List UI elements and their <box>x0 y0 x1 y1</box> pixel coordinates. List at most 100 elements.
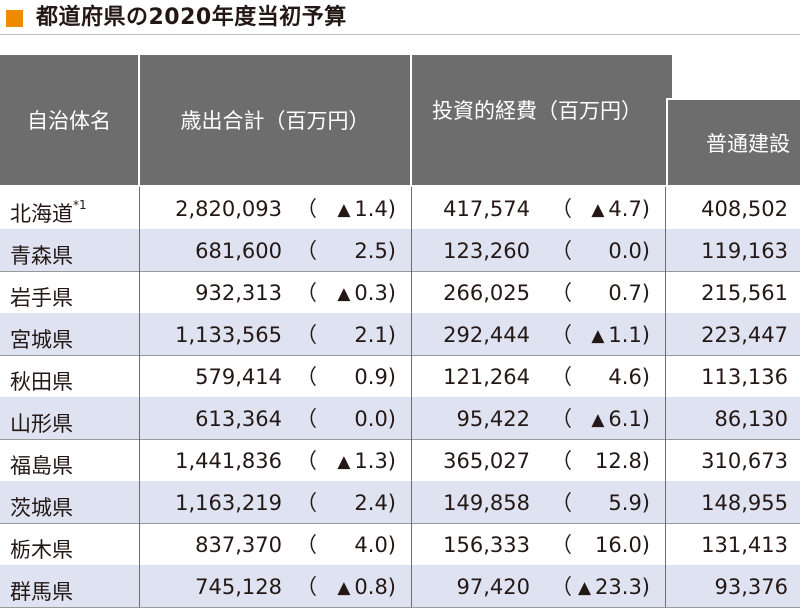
row-divider <box>0 607 800 608</box>
decrease-triangle-icon: ▲ <box>591 200 605 220</box>
paren-open: （ <box>296 323 317 347</box>
column-divider <box>411 229 412 271</box>
column-divider <box>411 313 412 355</box>
paren-open: （ <box>551 491 572 515</box>
column-divider <box>139 355 140 397</box>
header-expenditure-label: 歳出合計（百万円） <box>180 109 370 133</box>
paren-open: （ <box>296 491 317 515</box>
investment-value: 149,858 <box>443 491 530 515</box>
table-row: 福島県 1,441,836 （ ▲ 1.3) 365,027 （ 12.8) 310,673 <box>0 439 800 482</box>
investment-value: 123,260 <box>443 239 530 263</box>
expenditure-change: 4.0) <box>350 523 396 565</box>
investment-value: 121,264 <box>443 365 530 389</box>
expenditure-change-value: 0.0) <box>354 407 396 431</box>
investment-change: ▲ 6.1) <box>591 397 650 439</box>
prefecture-name-text: 群馬県 <box>10 580 73 604</box>
prefecture-name-text: 栃木県 <box>10 538 73 562</box>
expenditure-change: 0.0) <box>350 397 396 439</box>
construction-value: 93,376 <box>714 575 788 599</box>
expenditure-value: 613,364 <box>195 407 282 431</box>
expenditure-value: 1,163,219 <box>175 491 282 515</box>
construction-value: 310,673 <box>701 449 788 473</box>
prefecture-name-text: 福島県 <box>10 454 73 478</box>
row-divider <box>0 355 800 356</box>
construction-value: 223,447 <box>701 323 788 347</box>
expenditure-change-value: 0.8) <box>354 575 396 599</box>
expenditure-change: 2.4) <box>350 481 396 523</box>
paren-open: （ <box>296 407 317 431</box>
header-construction-label: 普通建設 <box>706 131 790 156</box>
title-bar: 都道府県の2020年度当初予算 <box>0 0 800 38</box>
expenditure-value: 579,414 <box>195 365 282 389</box>
decrease-triangle-icon: ▲ <box>591 410 605 430</box>
investment-value: 417,574 <box>443 197 530 221</box>
header-investment: 投資的経費（百万円） <box>412 55 672 185</box>
expenditure-change: 2.1) <box>350 313 396 355</box>
expenditure-change: 2.5) <box>350 229 396 271</box>
paren-open: （ <box>551 197 572 221</box>
prefecture-name: 岩手県 <box>10 271 73 313</box>
investment-change: ▲ 23.3) <box>578 565 650 607</box>
paren-open: （ <box>296 449 317 473</box>
column-divider <box>139 187 140 229</box>
column-divider <box>139 523 140 565</box>
column-divider <box>139 565 140 607</box>
investment-value: 292,444 <box>443 323 530 347</box>
investment-change-value: 16.0) <box>595 533 650 557</box>
header-construction: 普通建設 <box>666 98 800 185</box>
investment-change-value: 4.7) <box>608 197 650 221</box>
prefecture-name: 宮城県 <box>10 313 73 355</box>
decrease-triangle-icon: ▲ <box>337 452 351 472</box>
expenditure-value: 1,441,836 <box>175 449 282 473</box>
construction-value: 148,955 <box>701 491 788 515</box>
paren-open: （ <box>296 239 317 263</box>
construction-value: 131,413 <box>701 533 788 557</box>
column-divider <box>665 565 666 607</box>
column-divider <box>411 481 412 523</box>
header-investment-label: 投資的経費（百万円） <box>432 99 642 123</box>
construction-value: 113,136 <box>701 365 788 389</box>
prefecture-name-text: 青森県 <box>10 244 73 268</box>
prefecture-name-text: 秋田県 <box>10 370 73 394</box>
expenditure-change-value: 1.4) <box>354 197 396 221</box>
table-row: 秋田県 579,414 （ 0.9) 121,264 （ 4.6) 113,136 <box>0 355 800 398</box>
table-row: 青森県 681,600 （ 2.5) 123,260 （ 0.0) 119,163 <box>0 229 800 272</box>
paren-open: （ <box>551 365 572 389</box>
column-divider <box>139 229 140 271</box>
footnote-mark: *1 <box>73 198 87 212</box>
investment-value: 365,027 <box>443 449 530 473</box>
investment-change: 5.9) <box>604 481 650 523</box>
paren-open: （ <box>296 533 317 557</box>
investment-change-value: 23.3) <box>595 575 650 599</box>
decrease-triangle-icon: ▲ <box>591 326 605 346</box>
paren-open: （ <box>551 449 572 473</box>
column-divider <box>665 481 666 523</box>
table-row: 茨城県 1,163,219 （ 2.4) 149,858 （ 5.9) 148,955 <box>0 481 800 524</box>
investment-change: 4.6) <box>604 355 650 397</box>
investment-change-value: 4.6) <box>608 365 650 389</box>
construction-value: 408,502 <box>701 197 788 221</box>
investment-change: ▲ 4.7) <box>591 187 650 229</box>
expenditure-change: ▲ 0.8) <box>337 565 396 607</box>
paren-open: （ <box>296 575 317 599</box>
prefecture-name: 北海道*1 <box>10 187 87 229</box>
column-divider <box>411 439 412 481</box>
expenditure-value: 745,128 <box>195 575 282 599</box>
investment-value: 97,420 <box>456 575 530 599</box>
paren-open: （ <box>296 365 317 389</box>
column-divider <box>665 271 666 313</box>
column-divider <box>411 397 412 439</box>
header-expenditure: 歳出合計（百万円） <box>140 55 410 185</box>
header-name-label: 自治体名 <box>27 109 111 133</box>
prefecture-name-text: 山形県 <box>10 412 73 436</box>
prefecture-name: 福島県 <box>10 439 73 481</box>
paren-open: （ <box>551 239 572 263</box>
investment-change-value: 5.9) <box>608 491 650 515</box>
expenditure-change: ▲ 0.3) <box>337 271 396 313</box>
investment-change: 16.0) <box>591 523 650 565</box>
prefecture-name: 青森県 <box>10 229 73 271</box>
table-row: 宮城県 1,133,565 （ 2.1) 292,444 （ ▲ 1.1) 223,447 <box>0 313 800 356</box>
prefecture-name: 茨城県 <box>10 481 73 523</box>
table-row: 群馬県 745,128 （▲ 0.8) 97,420 （▲ 23.3) 93,376 <box>0 565 800 608</box>
row-divider <box>0 523 800 524</box>
